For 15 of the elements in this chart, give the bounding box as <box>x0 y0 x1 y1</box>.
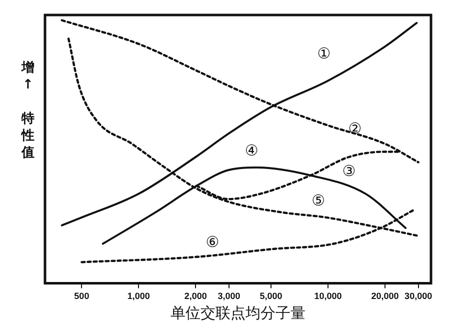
series-label: ⑤ <box>312 191 326 210</box>
series-label: ④ <box>244 141 258 160</box>
series-label: ⑥ <box>206 232 220 251</box>
x-tick-label: 3,000 <box>218 291 240 302</box>
x-tick-label: 500 <box>74 291 90 302</box>
x-tick-label: 10,000 <box>314 291 342 302</box>
x-axis-title: 单位交联点均分子量 <box>170 304 306 322</box>
series-label: ③ <box>342 162 356 180</box>
series-label: ① <box>317 44 331 63</box>
x-tick-label: 1,000 <box>127 291 150 302</box>
text: 增↑特性值 <box>22 60 34 160</box>
x-tick-label: 5,000 <box>260 291 282 302</box>
x-tick-label: 30,000 <box>404 291 432 302</box>
x-tick-label: 2,000 <box>184 291 207 302</box>
x-tick-label: 20,000 <box>371 291 399 302</box>
